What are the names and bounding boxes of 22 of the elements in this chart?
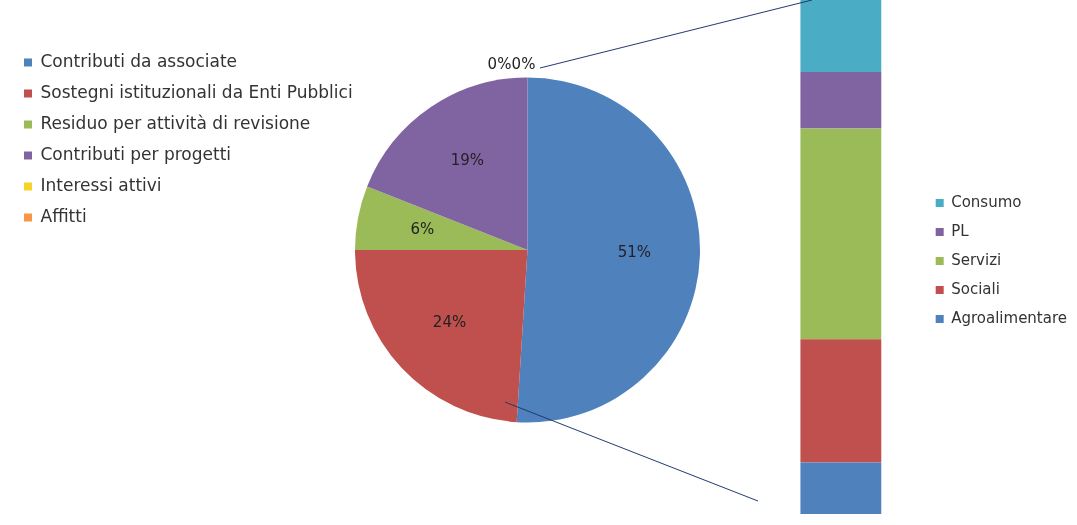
legend-label: Sociali [951,279,1000,298]
legend-label: Contributi da associate [40,50,238,71]
bar [800,128,882,340]
data-label: 51% [617,243,652,262]
legend-label: Sostegni istituzionali da Enti Pubblici [40,81,353,102]
bar [800,71,882,129]
bar [800,339,882,463]
data-label: 24% [432,313,467,332]
data-label: 6% [410,219,435,238]
text: 0% [487,55,512,74]
legend-label: Residuo per attività di revisione [40,112,311,133]
legend-label: Contributi per progetti [40,143,232,164]
legend-label: PL [951,221,970,240]
legend-label: Servizi [951,250,1002,269]
legend-label: Consumo [951,192,1022,211]
bar [800,0,882,72]
legend-label: Interessi attivi [40,174,162,195]
bar [800,462,882,514]
data-label: 19% [450,151,485,170]
text: 0% [511,55,536,74]
legend-label: Agroalimentare [951,308,1067,327]
legend-label: Affitti [40,205,87,226]
